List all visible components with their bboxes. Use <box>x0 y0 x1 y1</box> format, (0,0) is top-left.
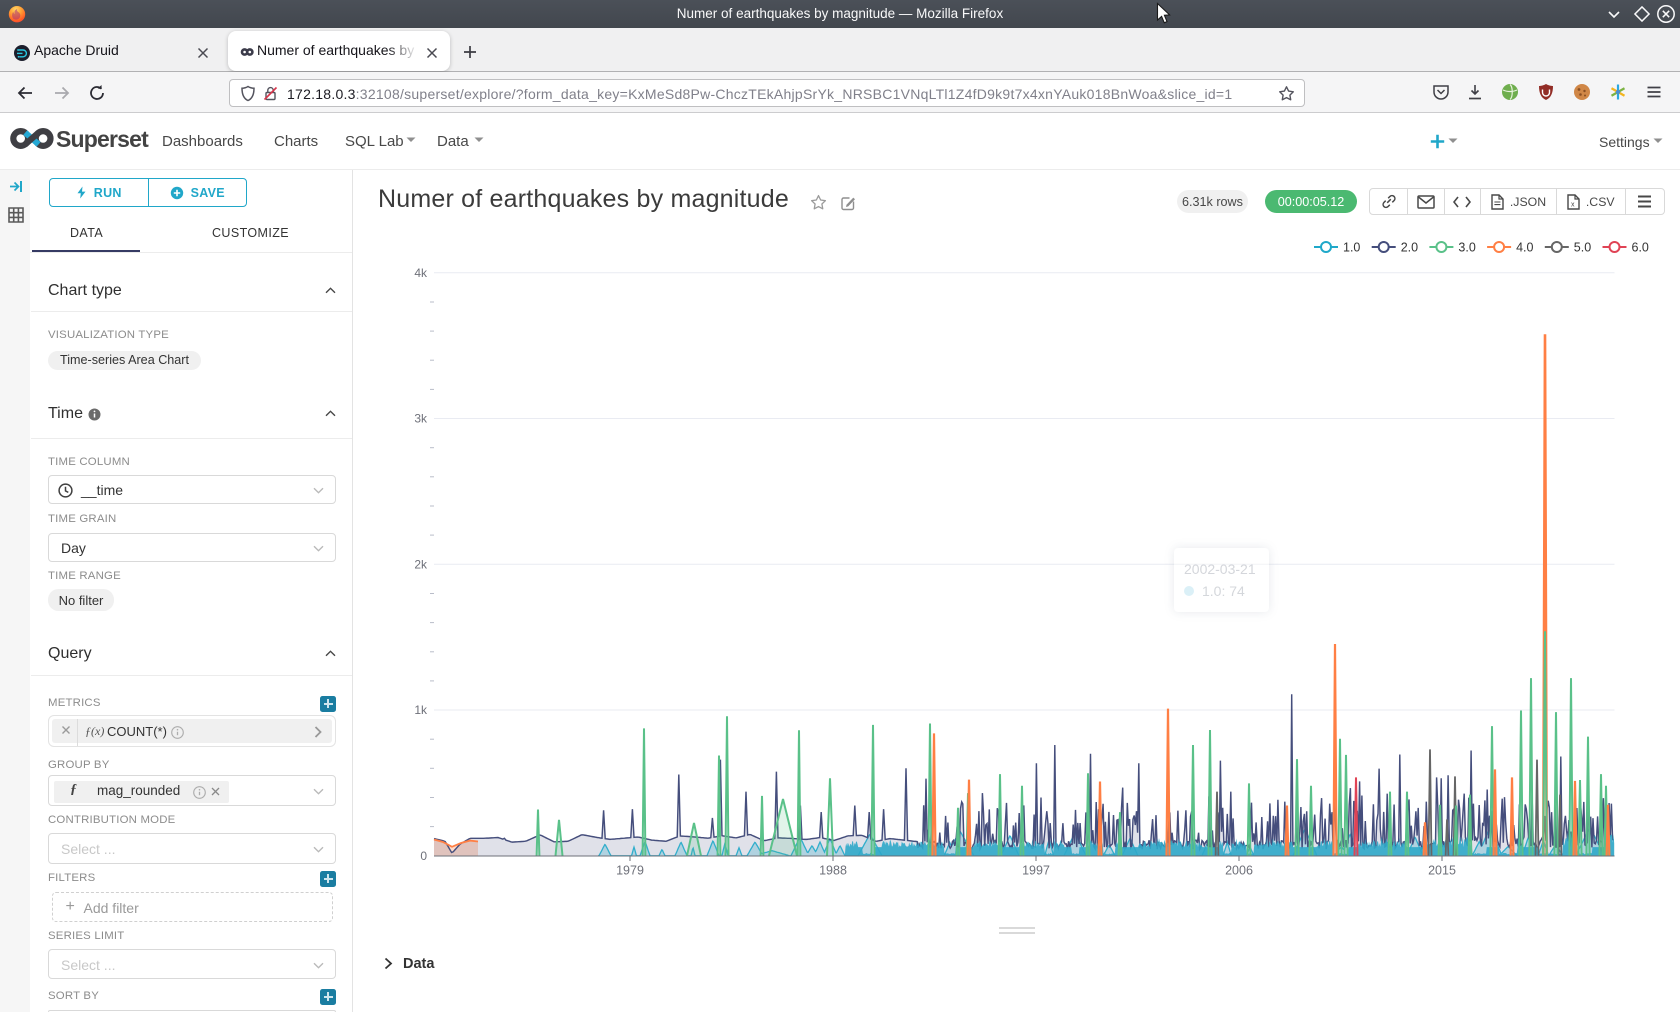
svg-text:3k: 3k <box>414 412 428 426</box>
svg-text:1.0: 1.0 <box>1343 241 1360 255</box>
svg-text:2015: 2015 <box>1428 864 1456 878</box>
svg-text:1979: 1979 <box>616 864 644 878</box>
svg-text:4k: 4k <box>414 266 428 280</box>
svg-text:1k: 1k <box>414 703 428 717</box>
svg-text:x: x <box>1571 201 1575 208</box>
svg-text:5.0: 5.0 <box>1574 241 1591 255</box>
svg-text:3.0: 3.0 <box>1458 241 1475 255</box>
svg-text:2006: 2006 <box>1225 864 1253 878</box>
svg-text:2.0: 2.0 <box>1401 241 1418 255</box>
svg-text:1997: 1997 <box>1022 864 1050 878</box>
svg-text:6.0: 6.0 <box>1632 241 1649 255</box>
svg-text:1988: 1988 <box>819 864 847 878</box>
svg-text:0: 0 <box>420 849 427 863</box>
svg-text:4.0: 4.0 <box>1516 241 1533 255</box>
svg-text:2k: 2k <box>414 557 428 571</box>
